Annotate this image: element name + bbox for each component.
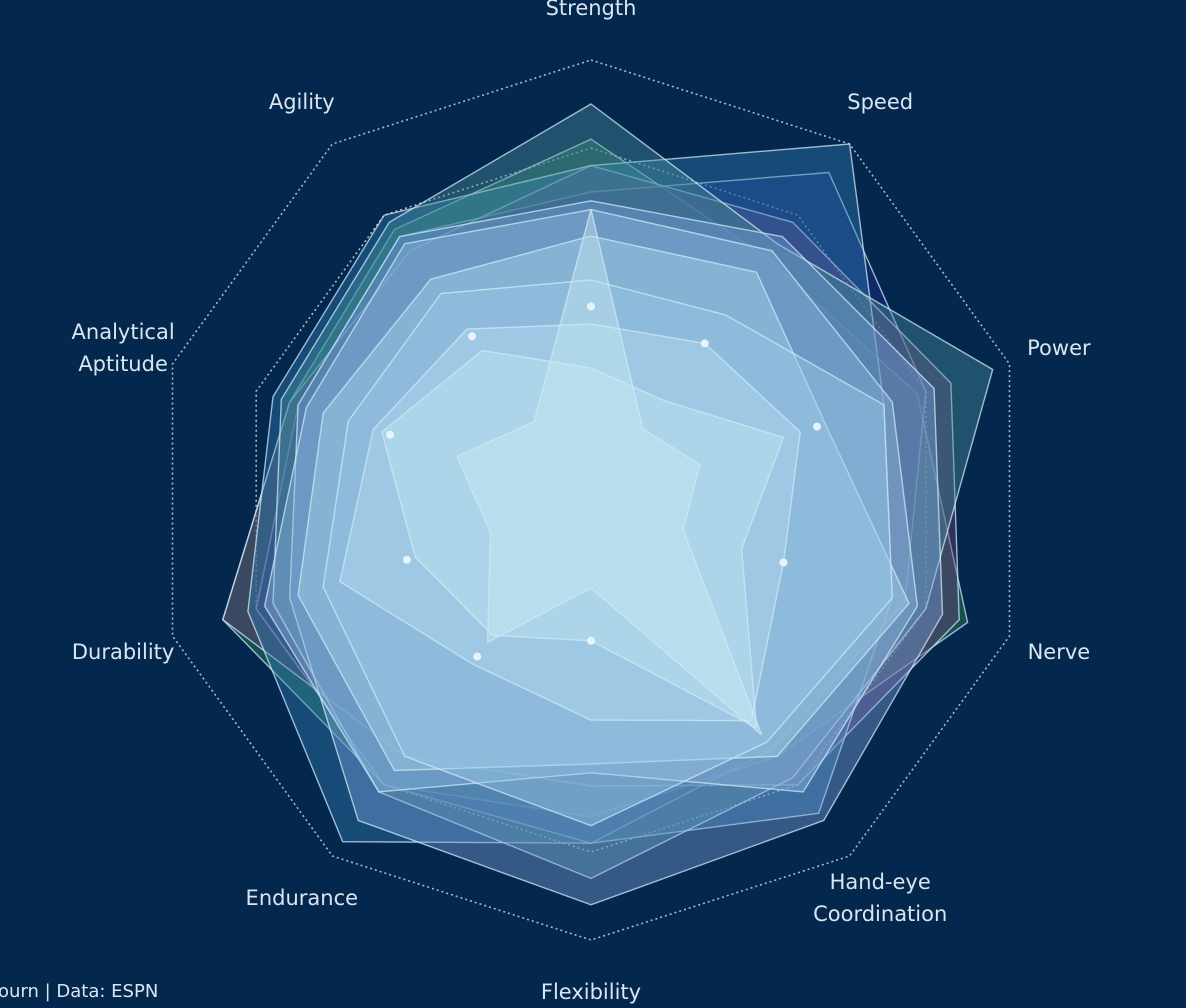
axis-label-hand-eye-coordination: Hand-eye Coordination [813, 870, 947, 926]
axis-label-analytical-aptitude: Analytical Aptitude [72, 320, 175, 376]
source-credit: ourn | Data: ESPN [0, 981, 158, 1002]
axis-label-line: Power [1027, 336, 1091, 360]
axis-label-endurance: Endurance [246, 886, 359, 910]
axis-label-speed: Speed [847, 90, 913, 114]
data-marker-8 [386, 431, 394, 439]
axis-label-line: Hand-eye [830, 870, 931, 894]
axis-label-durability: Durability [72, 640, 174, 664]
data-marker-7 [403, 556, 411, 564]
axis-label-line: Analytical [72, 320, 175, 344]
axis-label-line: Agility [269, 90, 335, 114]
axis-label-nerve: Nerve [1028, 640, 1091, 664]
data-marker-9 [468, 332, 476, 340]
axis-label-line: Nerve [1028, 640, 1091, 664]
axis-label-line: Coordination [813, 902, 947, 926]
axis-label-line: Speed [847, 90, 913, 114]
axis-label-line: Strength [546, 0, 637, 20]
data-marker-4 [780, 559, 788, 567]
radar-series [223, 104, 993, 905]
axis-label-agility: Agility [269, 90, 335, 114]
axis-label-line: Durability [72, 640, 174, 664]
data-marker-2 [701, 339, 709, 347]
axis-label-strength: Strength [546, 0, 637, 20]
data-marker-3 [813, 423, 821, 431]
axis-label-flexibility: Flexibility [541, 980, 641, 1004]
data-marker-5 [587, 637, 595, 645]
data-marker-6 [473, 653, 481, 661]
axis-label-line: Flexibility [541, 980, 641, 1004]
axis-label-power: Power [1027, 336, 1091, 360]
data-marker-1 [587, 302, 595, 310]
axis-label-line: Endurance [246, 886, 359, 910]
axis-label-line: Aptitude [78, 352, 168, 376]
